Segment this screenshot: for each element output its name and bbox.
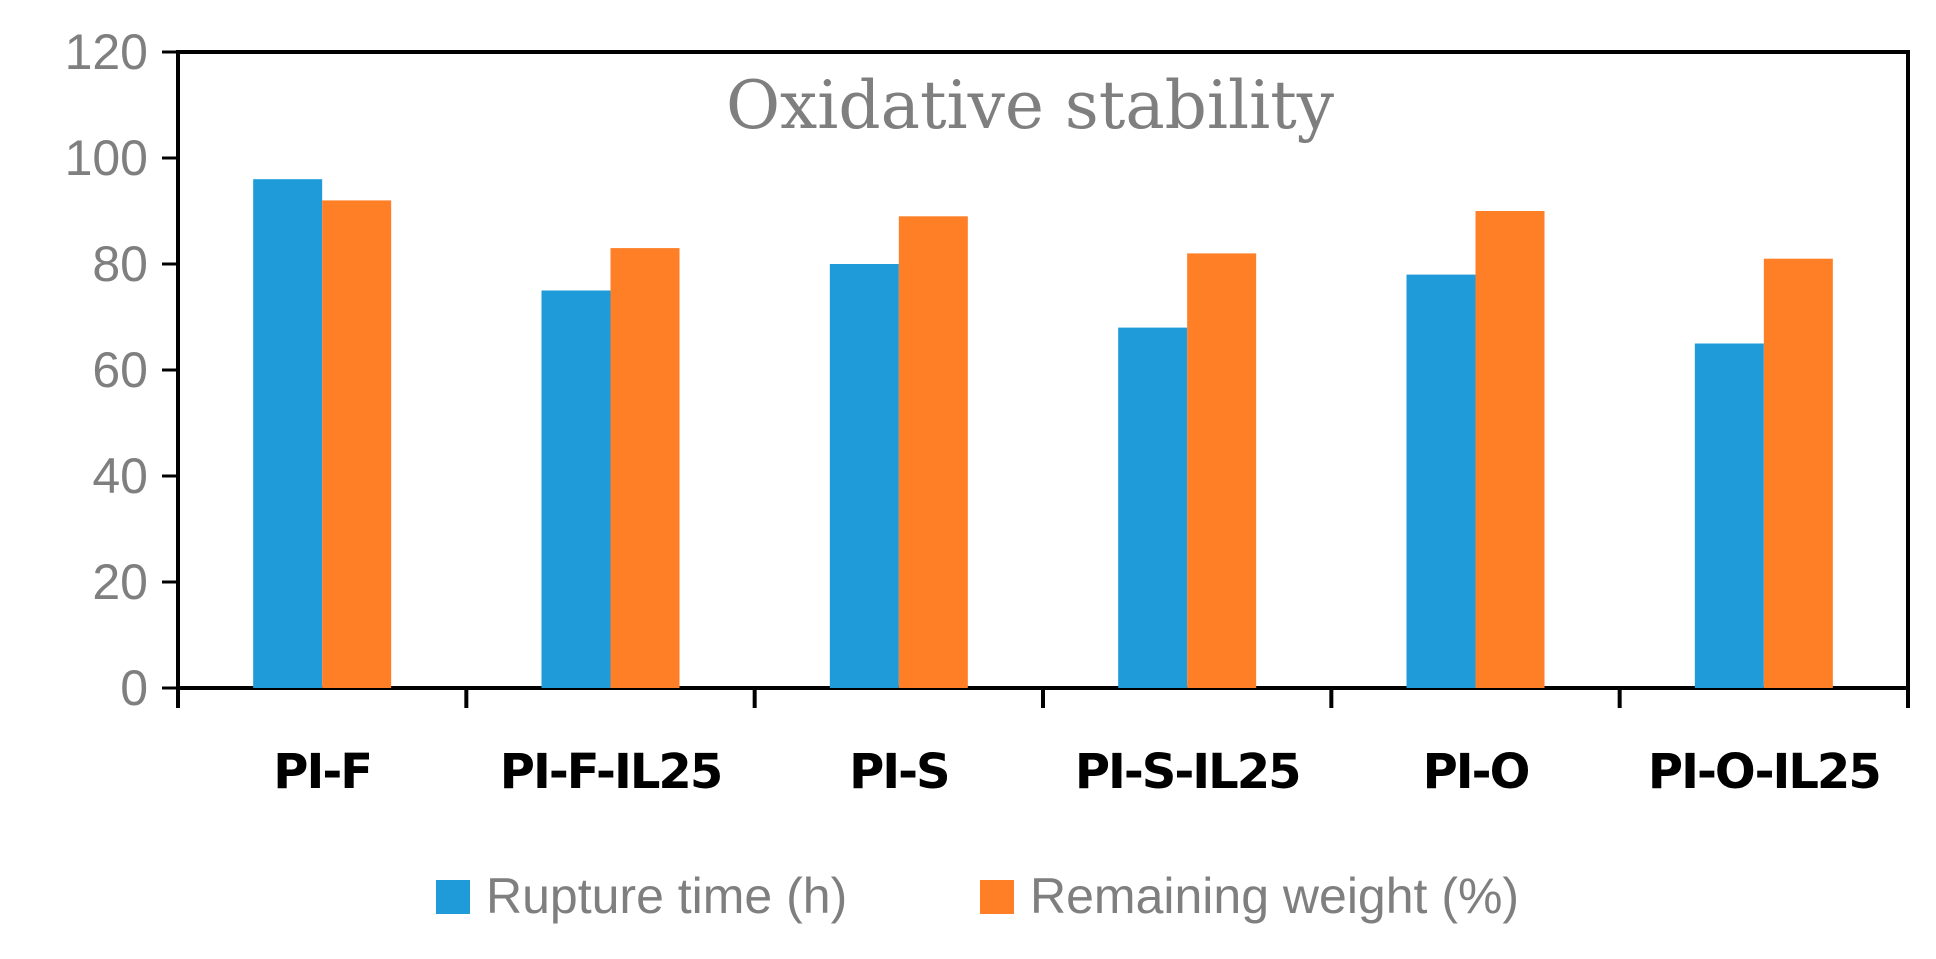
x-category-label: PI-O: [1423, 744, 1529, 800]
plot-frame: [176, 50, 1910, 690]
chart-title: Oxidative stability: [726, 67, 1335, 144]
x-category-label: PI-F: [273, 744, 371, 800]
bar-remaining-weight: [322, 200, 392, 688]
legend-swatch: [436, 880, 470, 914]
x-category-label: PI-O-IL25: [1648, 744, 1880, 800]
bar-remaining-weight: [898, 216, 968, 689]
x-category-label: PI-S: [849, 744, 949, 800]
bar-rupture-time: [253, 179, 323, 688]
bar-rupture-time: [1406, 274, 1476, 688]
bar-rupture-time: [1694, 343, 1764, 688]
legend: Rupture time (h) Remaining weight (%): [436, 868, 1519, 924]
y-tick-label: 100: [65, 130, 148, 186]
y-tick-label: 0: [120, 660, 148, 716]
bar-remaining-weight: [1187, 253, 1257, 688]
y-tick-label: 80: [92, 236, 148, 292]
bar-rupture-time: [829, 264, 899, 688]
bar-rupture-time: [541, 290, 611, 688]
y-tick-label: 20: [92, 554, 148, 610]
legend-swatch: [980, 880, 1014, 914]
y-axis: 0 20 40 60 80 100 120: [65, 24, 178, 716]
y-tick-label: 40: [92, 448, 148, 504]
y-tick-label: 60: [92, 342, 148, 398]
legend-label: Rupture time (h): [486, 868, 847, 924]
legend-label: Remaining weight (%): [1030, 868, 1519, 924]
x-axis: PI-F PI-F-IL25 PI-S PI-S-IL25 PI-O PI-O-IL25: [176, 688, 1910, 800]
bar-remaining-weight: [1763, 258, 1833, 688]
x-category-label: PI-F-IL25: [500, 744, 721, 800]
y-tick-label: 120: [65, 24, 148, 80]
plot-border: [176, 50, 1910, 690]
bar-remaining-weight: [1475, 211, 1545, 688]
bar-remaining-weight: [610, 248, 680, 688]
bars-group: [253, 179, 1833, 689]
x-category-label: PI-S-IL25: [1075, 744, 1300, 800]
bar-rupture-time: [1118, 327, 1188, 688]
